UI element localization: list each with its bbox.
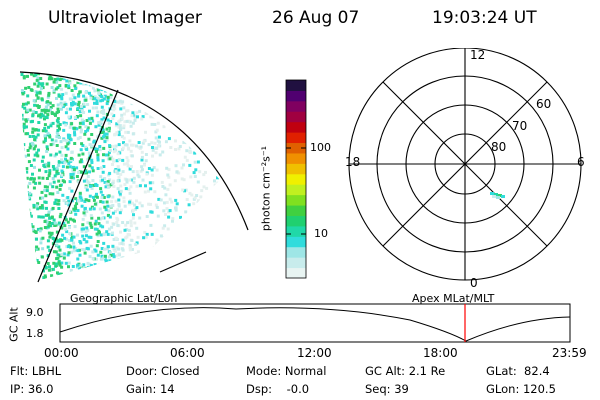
status-mode: Mode: Normal bbox=[246, 364, 327, 378]
colorbar-cell bbox=[286, 184, 306, 196]
status-filter: Flt: LBHL bbox=[10, 364, 62, 378]
colorbar-cell bbox=[286, 225, 306, 237]
x-tick-1200: 12:00 bbox=[297, 346, 332, 360]
colorbar-tick-100: 100 bbox=[310, 141, 331, 154]
colorbar-cell bbox=[286, 215, 306, 227]
mlt-label-12: 12 bbox=[470, 48, 486, 62]
geographic-image bbox=[19, 71, 249, 283]
altitude-timeline bbox=[59, 303, 571, 343]
colorbar-cell bbox=[286, 257, 306, 269]
limb-arc bbox=[19, 71, 249, 231]
date-label: 26 Aug 07 bbox=[272, 8, 360, 28]
terminator-segment bbox=[159, 251, 207, 273]
mlt-label-0: 0 bbox=[470, 276, 478, 290]
colorbar-cell bbox=[286, 152, 306, 164]
mlt-label-18: 18 bbox=[345, 155, 361, 169]
status-dsp: Dsp: -0.0 bbox=[246, 382, 310, 396]
status-glat: GLat: 82.4 bbox=[486, 364, 550, 378]
status-gc-alt: GC Alt: 2.1 Re bbox=[365, 364, 446, 378]
auroral-emission-pixels bbox=[20, 72, 220, 280]
colorbar-cell bbox=[286, 267, 306, 279]
x-tick-2359: 23:59 bbox=[552, 346, 587, 360]
status-ip: IP: 36.0 bbox=[10, 382, 54, 396]
colorbar-cell bbox=[286, 142, 306, 154]
colorbar-cell bbox=[286, 205, 306, 216]
instrument-title: Ultraviolet Imager bbox=[48, 8, 202, 28]
auroral-spot bbox=[490, 192, 505, 199]
y-tick-1-8: 1.8 bbox=[26, 327, 44, 340]
lat-label-80: 80 bbox=[491, 140, 507, 154]
lat-label-70: 70 bbox=[512, 119, 528, 133]
colorbar-cell bbox=[286, 246, 306, 258]
colorbar-cell bbox=[286, 236, 306, 248]
colorbar-cell bbox=[286, 163, 306, 175]
x-tick-0600: 06:00 bbox=[170, 346, 205, 360]
colorbar-cell bbox=[286, 80, 306, 91]
colorbar-cell bbox=[286, 121, 306, 133]
time-label: 19:03:24 UT bbox=[432, 8, 537, 28]
x-tick-1800: 18:00 bbox=[423, 346, 458, 360]
lat-label-60: 60 bbox=[536, 97, 552, 111]
mlt-label-6: 6 bbox=[577, 155, 585, 169]
meridian-line bbox=[37, 89, 119, 283]
colorbar-cell bbox=[286, 90, 306, 102]
colorbar-cell bbox=[286, 111, 306, 123]
colorbar-unit-label: photon cm⁻²s⁻¹ bbox=[259, 145, 273, 232]
color-scale-bar bbox=[285, 79, 307, 279]
colorbar-cell bbox=[286, 173, 306, 185]
geographic-label: Geographic Lat/Lon bbox=[70, 292, 178, 305]
status-seq: Seq: 39 bbox=[365, 382, 409, 396]
status-gain: Gain: 14 bbox=[126, 382, 175, 396]
colorbar-tick-10: 10 bbox=[314, 227, 328, 240]
colorbar-cell bbox=[286, 194, 306, 206]
y-tick-9: 9.0 bbox=[26, 306, 44, 319]
status-door: Door: Closed bbox=[126, 364, 200, 378]
x-tick-0000: 00:00 bbox=[44, 346, 79, 360]
altitude-curve bbox=[59, 307, 571, 342]
apex-label: Apex MLat/MLT bbox=[412, 292, 495, 305]
colorbar-cell bbox=[286, 132, 306, 144]
colorbar-cell bbox=[286, 100, 306, 112]
polar-mlat-mlt-plot bbox=[348, 48, 582, 281]
status-glon: GLon: 120.5 bbox=[486, 382, 556, 396]
